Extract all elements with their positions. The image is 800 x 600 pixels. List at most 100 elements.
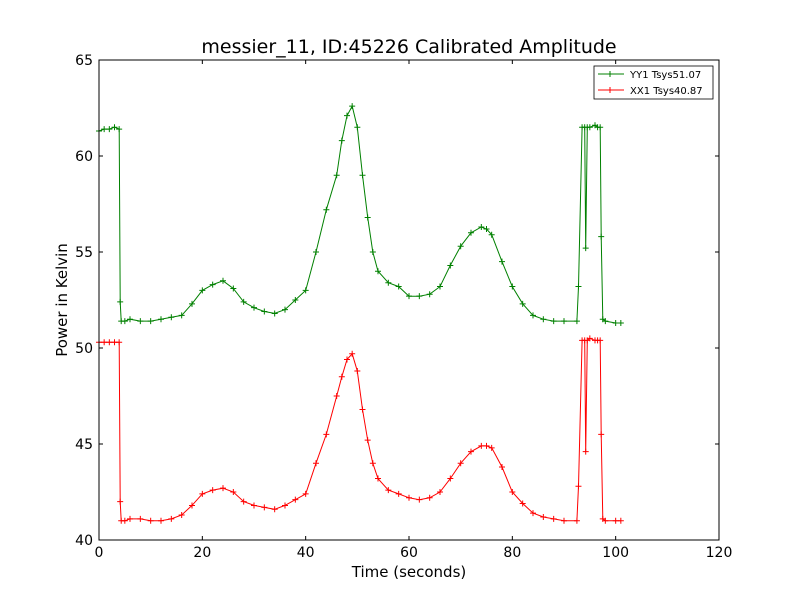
data-point-xx1 [199,490,206,497]
data-point-yy1 [468,229,474,236]
data-point-xx1 [147,517,154,524]
legend-box [593,65,714,100]
legend-marker-xx1 [607,87,613,93]
data-point-xx1 [575,483,582,490]
x-tick-label: 40 [297,545,315,561]
data-point-xx1 [519,500,526,507]
data-point-xx1 [271,506,278,513]
data-point-xx1 [573,517,580,524]
data-point-xx1 [437,489,443,495]
data-point-yy1 [612,320,619,327]
data-point-xx1 [488,444,495,451]
data-point-xx1 [375,475,381,482]
data-point-xx1 [349,350,356,357]
data-point-xx1 [483,442,490,449]
data-point-xx1 [137,515,144,522]
data-point-xx1 [127,515,133,522]
data-point-xx1 [282,502,288,509]
data-point-xx1 [447,475,454,482]
data-point-yy1 [573,318,580,325]
data-point-xx1 [597,337,604,344]
data-point-xx1 [323,431,330,438]
data-point-xx1 [240,498,247,505]
data-point-xx1 [364,437,371,444]
data-point-yy1 [302,287,309,294]
data-point-yy1 [519,300,526,307]
data-point-yy1 [597,124,604,131]
data-point-yy1 [375,268,381,275]
data-point-yy1 [447,262,454,269]
data-point-yy1 [282,306,288,313]
data-point-xx1 [416,496,423,503]
data-point-xx1 [612,517,619,524]
data-point-xx1 [261,504,268,511]
data-point-xx1 [406,494,412,501]
data-point-yy1 [395,283,402,290]
data-point-yy1 [127,316,133,323]
data-point-xx1 [117,498,124,505]
data-point-yy1 [261,308,268,315]
data-point-yy1 [111,124,118,131]
data-point-yy1 [437,283,443,290]
data-point-xx1 [230,489,237,495]
y-tick-label: 40 [75,533,93,549]
data-point-xx1 [209,487,216,494]
x-tick-label: 100 [602,545,629,561]
data-point-yy1 [230,285,237,292]
data-point-xx1 [395,490,402,497]
x-tick-label: 20 [193,545,211,561]
data-point-yy1 [271,310,278,317]
data-point-yy1 [147,318,154,325]
data-point-yy1 [292,297,299,303]
data-point-xx1 [292,496,299,503]
data-point-yy1 [168,314,175,321]
data-point-yy1 [530,312,536,319]
data-point-xx1 [561,517,567,524]
tick-layer: 0 20 40 60 80 100 120 40 45 50 55 60 65 [75,53,732,561]
data-point-xx1 [101,339,108,346]
x-axis-label: Time (seconds) [351,563,467,581]
data-point-xx1 [338,373,345,380]
data-point-yy1 [349,103,356,110]
data-point-yy1 [137,318,144,325]
data-point-yy1 [359,172,366,179]
y-tick-label: 45 [75,437,93,453]
x-tick-label: 0 [95,545,104,561]
y-tick-label: 55 [75,245,93,261]
data-point-yy1 [499,258,505,265]
data-point-yy1 [199,287,206,294]
data-point-yy1 [561,318,567,325]
data-point-yy1 [333,172,340,179]
data-point-xx1 [333,393,340,399]
data-point-xx1 [530,510,536,517]
data-point-yy1 [478,224,485,231]
data-point-yy1 [338,137,345,144]
data-point-xx1 [251,502,257,509]
data-point-yy1 [550,318,557,325]
data-point-yy1 [116,126,123,133]
data-point-xx1 [426,494,433,501]
legend-marker-yy1 [607,71,613,77]
data-point-xx1 [499,464,505,471]
data-point-yy1 [575,283,582,290]
data-point-yy1 [220,277,226,284]
x-tick-label: 120 [706,545,733,561]
data-point-yy1 [369,249,376,255]
data-point-yy1 [540,316,547,323]
data-point-yy1 [602,318,609,325]
data-point-xx1 [189,502,195,509]
x-tick-label: 60 [400,545,418,561]
data-point-xx1 [468,448,474,455]
data-point-xx1 [509,489,516,495]
legend-label-xx1: XX1 Tsys40.87 [630,86,703,97]
data-point-yy1 [509,283,516,290]
data-point-xx1 [178,512,185,519]
data-point-xx1 [478,442,485,449]
data-point-xx1 [385,487,392,494]
data-point-yy1 [364,214,371,221]
data-point-yy1 [323,206,330,213]
data-point-yy1 [416,293,423,300]
data-point-yy1 [313,249,319,255]
data-point-yy1 [101,126,108,133]
data-point-xx1 [121,517,128,524]
